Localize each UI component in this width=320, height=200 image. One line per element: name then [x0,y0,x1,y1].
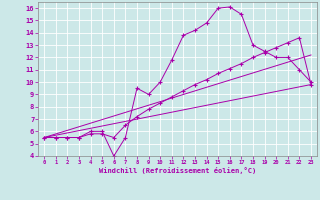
X-axis label: Windchill (Refroidissement éolien,°C): Windchill (Refroidissement éolien,°C) [99,167,256,174]
